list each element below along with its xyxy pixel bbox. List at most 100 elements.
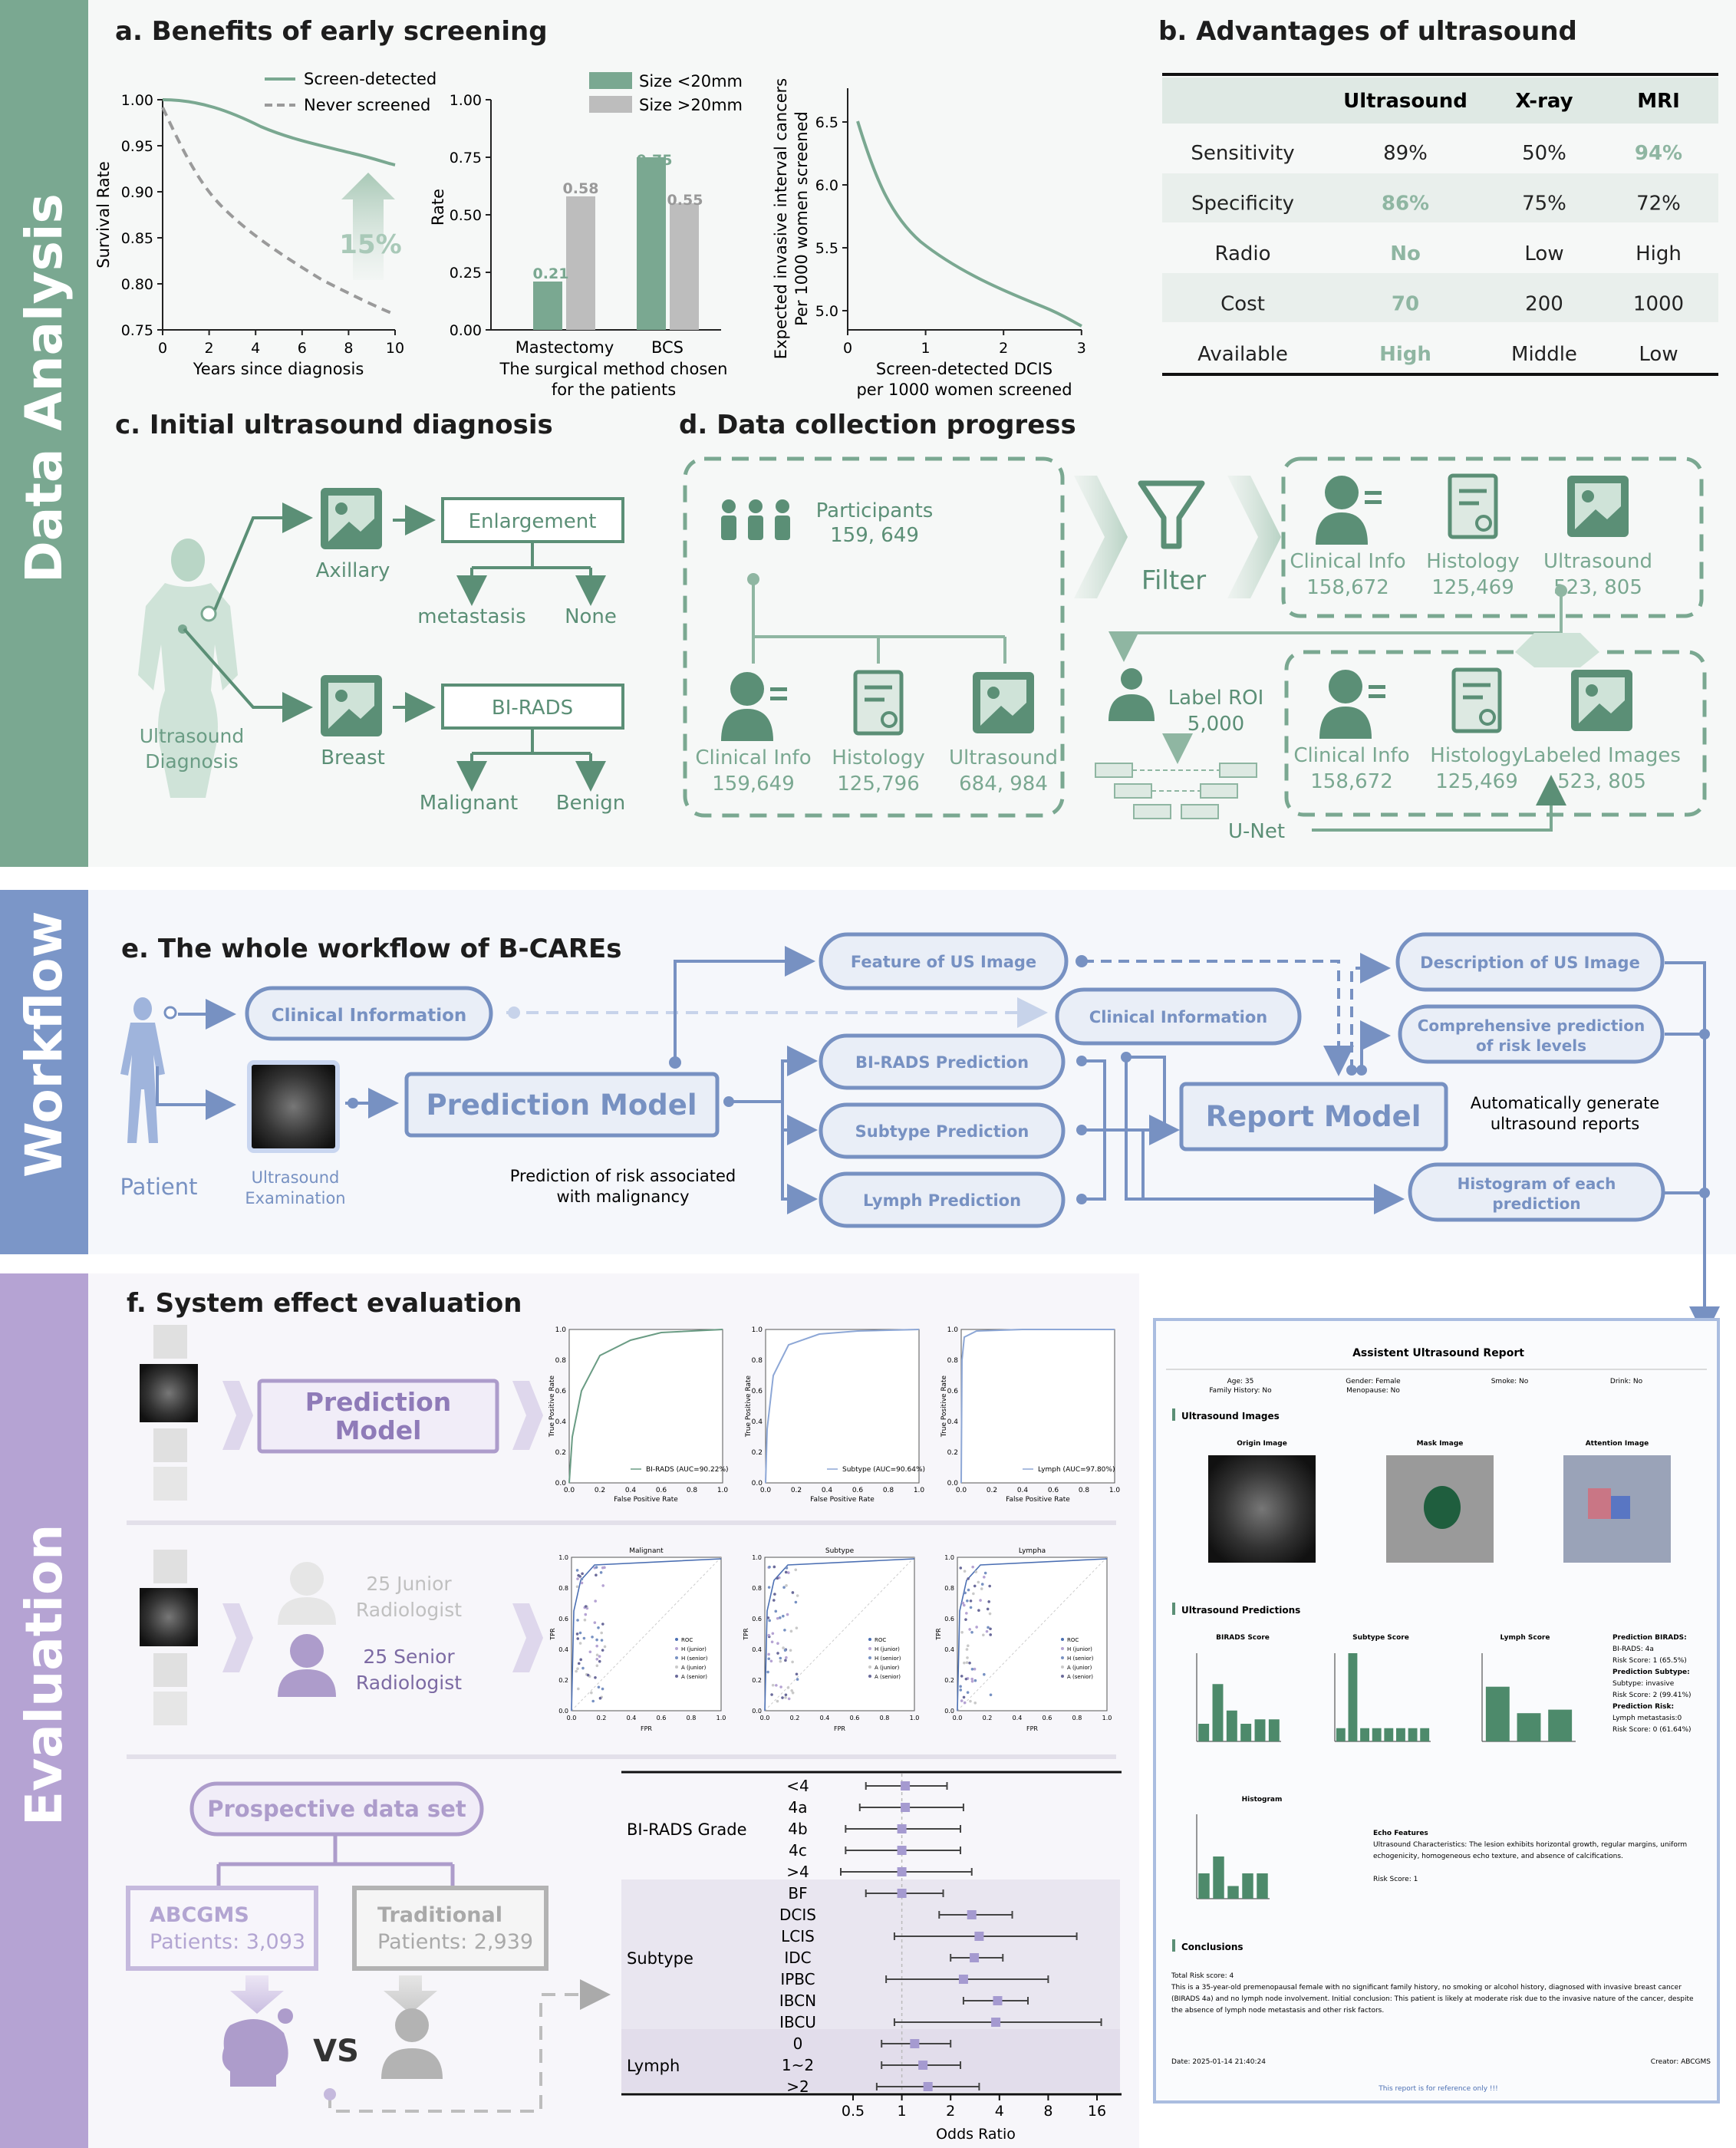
doctor-icon xyxy=(1108,668,1155,721)
cmp-reader-point xyxy=(600,1631,603,1635)
cmp-ytick: 1.0 xyxy=(944,1554,954,1561)
malignant-label: Malignant xyxy=(420,792,518,815)
improvement-pct: 15% xyxy=(339,229,401,260)
junior-label-2: Radiologist xyxy=(356,1599,462,1621)
report-title: Assistent Ultrasound Report xyxy=(1352,1347,1524,1359)
roc-xlabel: False Positive Rate xyxy=(1006,1496,1070,1504)
forest-point xyxy=(897,1867,907,1876)
data-item-label: Labeled Images xyxy=(1523,744,1681,767)
report-lymph-score: Lymph Score xyxy=(1500,1634,1550,1642)
outputs-to-report xyxy=(1665,961,1720,1337)
roc-xtick: 0.4 xyxy=(1017,1487,1029,1494)
cmp-reader-point xyxy=(986,1607,990,1611)
bar-xlabel-2: for the patients xyxy=(552,381,676,399)
clinical-info-box xyxy=(245,986,493,1041)
cmp-reader-point xyxy=(586,1673,590,1677)
evaluation-band-label: Evaluation xyxy=(15,1524,74,1826)
axillary-image-icon xyxy=(321,488,382,549)
image-stack-1 xyxy=(140,1325,198,1501)
bar-xlabel-1: The surgical method chosen xyxy=(499,360,728,378)
cmp-reader-point xyxy=(595,1638,598,1642)
roc-xtick: 0.2 xyxy=(791,1487,802,1494)
data-item-label: Clinical Info xyxy=(1293,744,1409,767)
roc-xtick: 1.0 xyxy=(1109,1487,1121,1494)
panel-d-title: d. Data collection progress xyxy=(679,410,1076,440)
report-drink: Drink: No xyxy=(1610,1378,1643,1385)
cmp-reader-point xyxy=(598,1655,601,1658)
report-mini-bar xyxy=(1396,1728,1405,1741)
abcgms-box xyxy=(126,1886,318,1971)
forest-xtick: 0.5 xyxy=(842,2103,865,2120)
cmp-reader-point xyxy=(964,1591,967,1595)
eval-arrow-3 xyxy=(222,1603,253,1672)
survival-ytick: 0.80 xyxy=(121,276,153,293)
survival-ytick: 0.85 xyxy=(121,230,153,247)
roc-ylabel: True Positive Rate xyxy=(548,1375,556,1438)
report-pred-risk-1: Lymph metastasis:0 xyxy=(1612,1715,1682,1722)
roc-legend: BI-RADS (AUC=90.22%) xyxy=(646,1466,729,1474)
cmp-reader-point xyxy=(791,1691,795,1695)
cmp-reader-point xyxy=(972,1592,975,1596)
cmp-reader-point xyxy=(779,1659,782,1663)
roc-xtick: 0.0 xyxy=(956,1487,967,1494)
body-figure xyxy=(138,539,238,798)
forest-point xyxy=(974,1932,984,1941)
cmp-reader-point xyxy=(989,1693,993,1697)
roc-ylabel: True Positive Rate xyxy=(940,1375,948,1438)
forest-row-label: IPBC xyxy=(780,1970,815,1988)
participants-branch xyxy=(752,579,1006,664)
cmp-reader-point xyxy=(787,1571,790,1574)
cmp-reader-point xyxy=(969,1606,973,1609)
cmp-reader-point xyxy=(588,1650,592,1654)
report-total-score: Total Risk score: 4 xyxy=(1171,1972,1234,1980)
data-item-label: Ultrasound xyxy=(1543,550,1652,573)
traditional-box xyxy=(352,1886,548,1971)
senior-label-2: Radiologist xyxy=(356,1672,462,1694)
cmp-reader-point xyxy=(577,1662,581,1665)
report-origin-label: Origin Image xyxy=(1237,1440,1287,1448)
roc-curve xyxy=(765,1329,920,1484)
roc-xtick: 0.8 xyxy=(687,1487,698,1494)
table-cell: High xyxy=(1636,242,1682,265)
unet-diagram xyxy=(1095,763,1257,819)
panel-e-title: e. The whole workflow of B-CAREs xyxy=(121,934,622,964)
cmp-reader-point xyxy=(575,1632,579,1636)
cmp-ytick: 0.2 xyxy=(558,1677,568,1684)
participants-label: Participants xyxy=(816,499,934,522)
cmp-ytick: 1.0 xyxy=(752,1554,762,1561)
none-label: None xyxy=(565,605,617,628)
roc-ytick: 1.0 xyxy=(947,1326,959,1334)
cmp-reader-point xyxy=(578,1631,582,1635)
cmp-reader-point xyxy=(601,1649,604,1652)
survival-xtick: 2 xyxy=(205,340,214,357)
report-pred-birads-2: Risk Score: 1 (65.5%) xyxy=(1612,1657,1687,1665)
cmp-reader-point xyxy=(977,1580,980,1584)
data-item-count: 125,469 xyxy=(1431,576,1514,599)
data-item-count: 158,672 xyxy=(1310,770,1393,793)
report-echo-text-2: echogenicity, homogeneous echo texture, … xyxy=(1373,1853,1623,1860)
report-conclusions-heading: Conclusions xyxy=(1181,1942,1244,1952)
cmp-ytick: 0.6 xyxy=(752,1616,762,1623)
workflow-pill-label: prediction xyxy=(1492,1194,1580,1213)
cmp-reader-point xyxy=(794,1600,798,1604)
report-model-box[interactable] xyxy=(1179,1082,1448,1151)
report-menopause: Menopause: No xyxy=(1346,1387,1400,1395)
workflow-pill xyxy=(1408,1162,1665,1222)
forest-row-label: IDC xyxy=(784,1949,811,1967)
eval-arrow-4 xyxy=(512,1603,543,1672)
cmp-reader-point xyxy=(968,1661,971,1665)
patient-label: Patient xyxy=(120,1174,198,1200)
us-exam-label-1: Ultrasound xyxy=(252,1168,340,1187)
arrow-to-feature xyxy=(674,946,815,1062)
roc-ytick: 0.0 xyxy=(752,1480,763,1487)
label-roi-count: 5,000 xyxy=(1188,713,1244,736)
bar-cat-mastectomy: Mastectomy xyxy=(516,338,614,357)
cmp-reader-point xyxy=(597,1685,601,1689)
cmp-reader-point xyxy=(969,1599,973,1603)
prediction-model-box[interactable] xyxy=(404,1072,720,1138)
cmp-reader-point xyxy=(584,1613,588,1616)
cmp-reader-point xyxy=(770,1640,774,1644)
workflow-pill-label: of risk levels xyxy=(1476,1036,1586,1055)
cmp-reader-point xyxy=(791,1660,794,1664)
panel-c-title: c. Initial ultrasound diagnosis xyxy=(115,410,553,440)
